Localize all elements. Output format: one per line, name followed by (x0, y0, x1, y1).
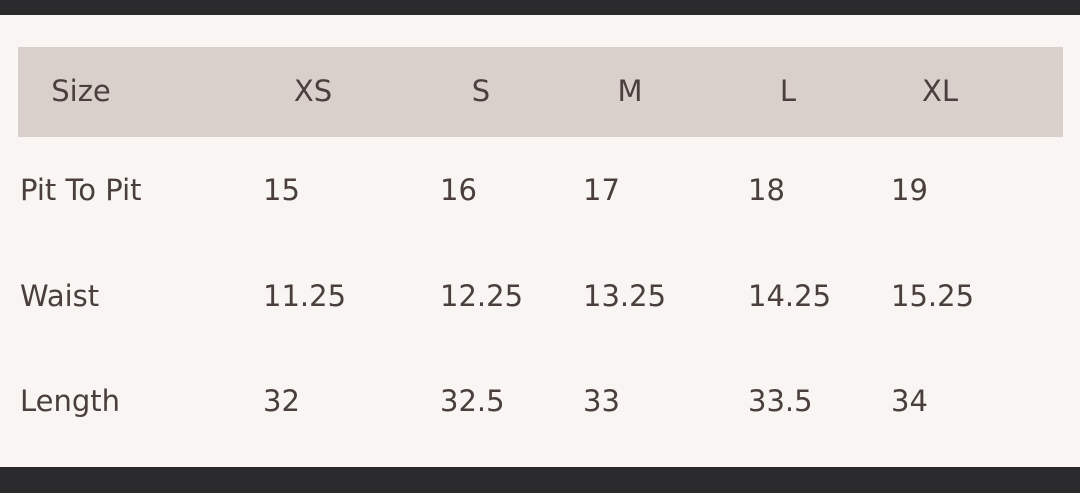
table-cell: 34 (891, 384, 928, 418)
header-cell: L (779, 74, 797, 108)
table-cell: 32.5 (440, 384, 505, 418)
header-cell: M (617, 74, 643, 108)
table-cell: 12.25 (440, 279, 524, 313)
header-band (18, 47, 1063, 137)
table-cell: 16 (440, 173, 477, 207)
header-cell: XL (921, 74, 959, 108)
table-cell: 15.25 (891, 279, 975, 313)
table-cell: 18 (748, 173, 785, 207)
table-cell: 32 (263, 384, 300, 418)
table-cell: 11.25 (263, 279, 347, 313)
bottom-bar (0, 467, 1080, 493)
top-bar (0, 0, 1080, 15)
header-cell: Size (51, 74, 111, 108)
table-cell: 17 (583, 173, 620, 207)
header-cell: S (471, 74, 491, 108)
table-cell: 13.25 (583, 279, 667, 313)
row-label: Waist (20, 279, 100, 313)
header-cell: XS (293, 74, 333, 108)
table-cell: 15 (263, 173, 300, 207)
table-cell: 33.5 (748, 384, 813, 418)
table-cell: 14.25 (748, 279, 832, 313)
row-label: Length (20, 384, 121, 418)
table-cell: 19 (891, 173, 928, 207)
table-cell: 33 (583, 384, 620, 418)
row-label: Pit To Pit (20, 173, 142, 207)
